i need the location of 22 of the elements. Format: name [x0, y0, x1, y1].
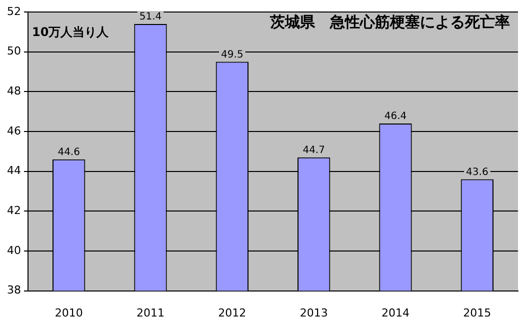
x-tick-label: 2012: [218, 306, 246, 320]
y-tick-label: 42: [6, 204, 21, 217]
data-label: 51.4: [139, 12, 162, 23]
y-tick-label: 52: [6, 4, 21, 18]
data-label: 49.5: [221, 49, 244, 60]
x-tick-label: 2013: [300, 306, 328, 320]
x-tick-label: 2015: [463, 306, 492, 320]
x-tick-label: 2014: [382, 306, 410, 320]
data-label: 43.6: [466, 166, 488, 178]
y-tick-label: 38: [6, 284, 21, 297]
x-tick-label: 2010: [54, 306, 83, 320]
y-tick-label: 50: [6, 44, 21, 58]
data-label: 46.4: [384, 111, 407, 122]
y-tick-label: 46: [6, 124, 21, 138]
chart-title: 茨城県 急性心筋梗塞による死亡率: [269, 12, 510, 31]
x-tick-label: 2011: [136, 306, 164, 320]
y-tick-label: 40: [6, 244, 21, 257]
data-label: 44.7: [302, 144, 325, 156]
y-axis-title: 10万人当り人: [32, 25, 110, 40]
y-tick-label: 48: [6, 84, 21, 98]
data-label: 44.6: [58, 146, 80, 158]
y-tick-label: 44: [6, 164, 21, 178]
